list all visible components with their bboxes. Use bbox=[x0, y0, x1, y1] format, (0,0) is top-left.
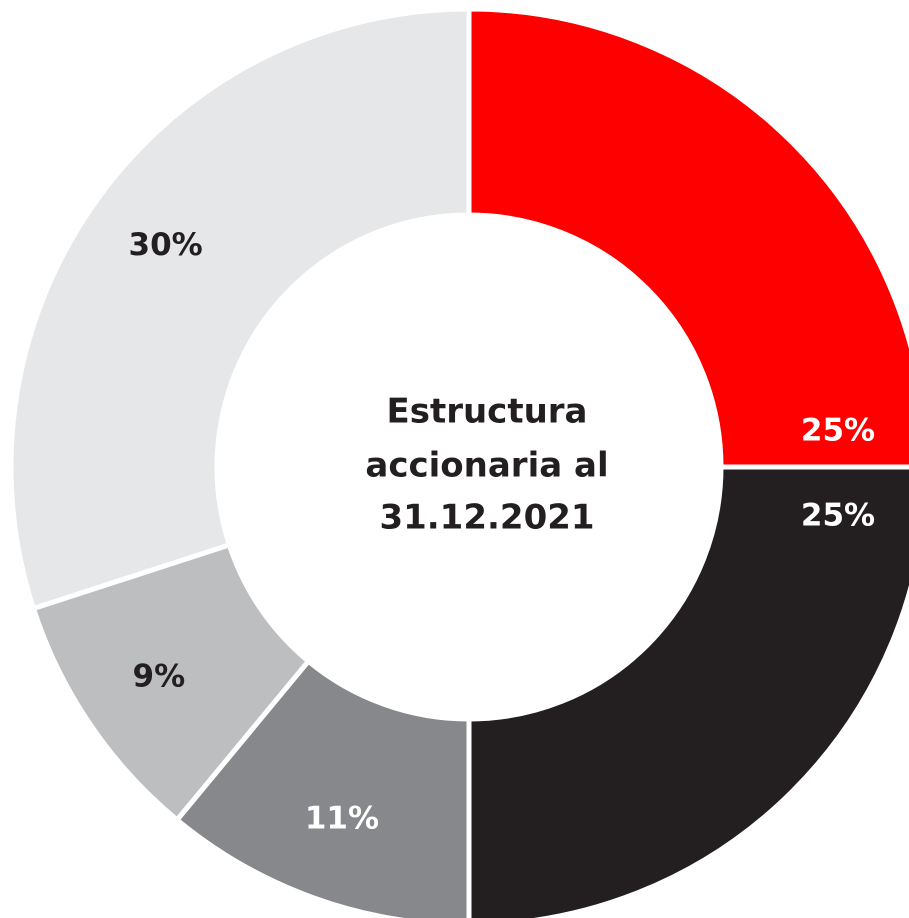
donut-slices bbox=[8, 6, 909, 918]
slice-label-0: 25% bbox=[801, 413, 875, 449]
slice-1 bbox=[466, 464, 909, 918]
center-title-line-1: Estructura bbox=[386, 392, 587, 432]
center-title-line-2: accionaria al bbox=[365, 446, 608, 486]
center-title-line-3: 31.12.2021 bbox=[379, 498, 594, 538]
slice-label-3: 9% bbox=[133, 658, 186, 694]
slice-label-1: 25% bbox=[801, 498, 875, 534]
slice-label-2: 11% bbox=[305, 800, 379, 836]
slice-labels: 25% 25% 11% 9% 30% bbox=[129, 227, 876, 836]
slice-4 bbox=[8, 6, 472, 612]
slice-0 bbox=[466, 6, 909, 470]
slice-label-4: 30% bbox=[129, 227, 203, 263]
center-title: Estructura accionaria al 31.12.2021 bbox=[365, 392, 608, 538]
